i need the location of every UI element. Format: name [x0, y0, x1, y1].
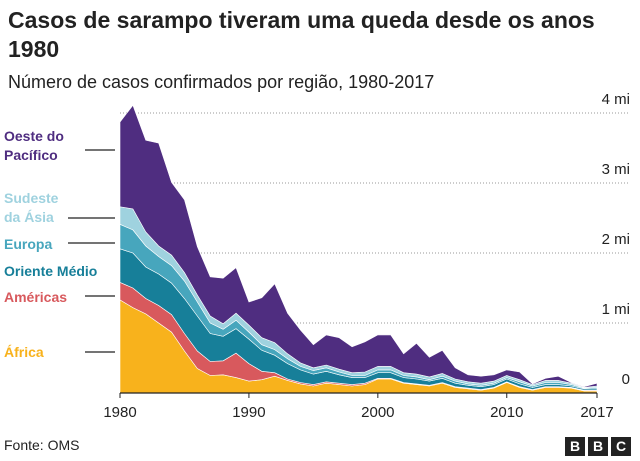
source: Fonte: OMS: [4, 437, 80, 453]
legend-label: Oriente Médio: [4, 263, 98, 279]
logo: B B C: [565, 437, 631, 456]
legend-label: Europa: [4, 236, 53, 252]
y-tick-label: 4 mi: [602, 91, 630, 108]
legend-label: Oeste do Pacífico: [4, 128, 64, 163]
x-tick-label: 2000: [361, 404, 394, 421]
x-tick-label: 2010: [490, 404, 523, 421]
legend-label: Sudeste da Ásia: [4, 190, 59, 225]
x-tick-label: 1990: [232, 404, 265, 421]
chart-title: Casos de sarampo tiveram uma queda desde…: [8, 7, 595, 62]
legend-label: África: [4, 344, 44, 360]
x-tick-label: 1980: [103, 404, 136, 421]
y-tick-label: 0: [622, 371, 630, 388]
logo-letter: B: [588, 437, 608, 456]
y-tick-label: 1 mi: [602, 301, 630, 318]
logo-letter: B: [565, 437, 585, 456]
y-tick-label: 3 mi: [602, 161, 630, 178]
chart-subtitle: Número de casos confirmados por região, …: [8, 72, 435, 92]
y-tick-label: 2 mi: [602, 231, 630, 248]
area: [119, 104, 598, 388]
x-tick-label: 2017: [580, 404, 613, 421]
logo-letter: C: [611, 437, 631, 456]
legend-label: Américas: [4, 289, 68, 305]
